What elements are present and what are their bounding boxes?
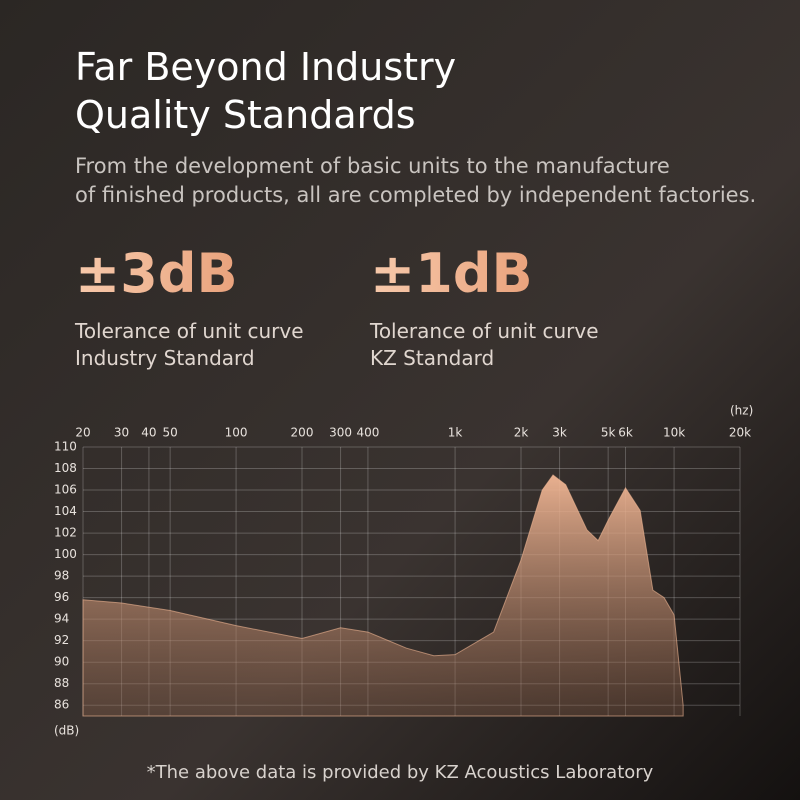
y-tick-label: 96 [54, 590, 69, 604]
y-tick-label: 100 [54, 547, 77, 561]
x-tick-label: 5k [601, 426, 616, 440]
subtitle-line: of finished products, all are completed … [75, 183, 756, 207]
y-axis-label: (dB) [54, 724, 79, 738]
x-tick-label: 10k [663, 426, 685, 440]
y-tick-label: 94 [54, 612, 69, 626]
y-tick-label: 106 [54, 483, 77, 497]
y-tick-label: 88 [54, 676, 69, 690]
x-tick-label: 3k [552, 426, 567, 440]
x-tick-label: 200 [291, 426, 314, 440]
y-tick-label: 92 [54, 633, 69, 647]
y-tick-label: 110 [54, 440, 77, 454]
title-line: Far Beyond Industry [75, 45, 456, 89]
x-tick-label: 20k [729, 426, 751, 440]
x-tick-label: 30 [114, 426, 129, 440]
x-tick-label: 20 [75, 426, 90, 440]
x-tick-label: 2k [514, 426, 529, 440]
title-line: Quality Standards [75, 93, 416, 137]
stat-value: ±3dB [75, 242, 238, 305]
x-tick-label: 100 [225, 426, 248, 440]
stat-desc: KZ Standard [370, 346, 494, 370]
x-tick-label: 50 [163, 426, 178, 440]
response-area [82, 474, 684, 717]
subtitle-line: From the development of basic units to t… [75, 154, 670, 178]
x-tick-label: 1k [448, 426, 463, 440]
y-tick-label: 104 [54, 504, 77, 518]
y-tick-label: 90 [54, 655, 69, 669]
y-tick-label: 86 [54, 698, 69, 712]
footnote: *The above data is provided by KZ Acoust… [147, 762, 654, 783]
stat-desc: Tolerance of unit curve [74, 319, 304, 343]
y-tick-label: 98 [54, 569, 69, 583]
stat-desc: Tolerance of unit curve [369, 319, 599, 343]
x-axis-label: (hz) [730, 404, 753, 418]
x-tick-label: 300 [329, 426, 352, 440]
stat-desc: Industry Standard [75, 346, 255, 370]
stat-value: ±1dB [370, 242, 533, 305]
x-tick-label: 400 [356, 426, 379, 440]
y-tick-label: 102 [54, 526, 77, 540]
x-tick-label: 40 [141, 426, 156, 440]
x-tick-label: 6k [618, 426, 633, 440]
y-tick-label: 108 [54, 461, 77, 475]
